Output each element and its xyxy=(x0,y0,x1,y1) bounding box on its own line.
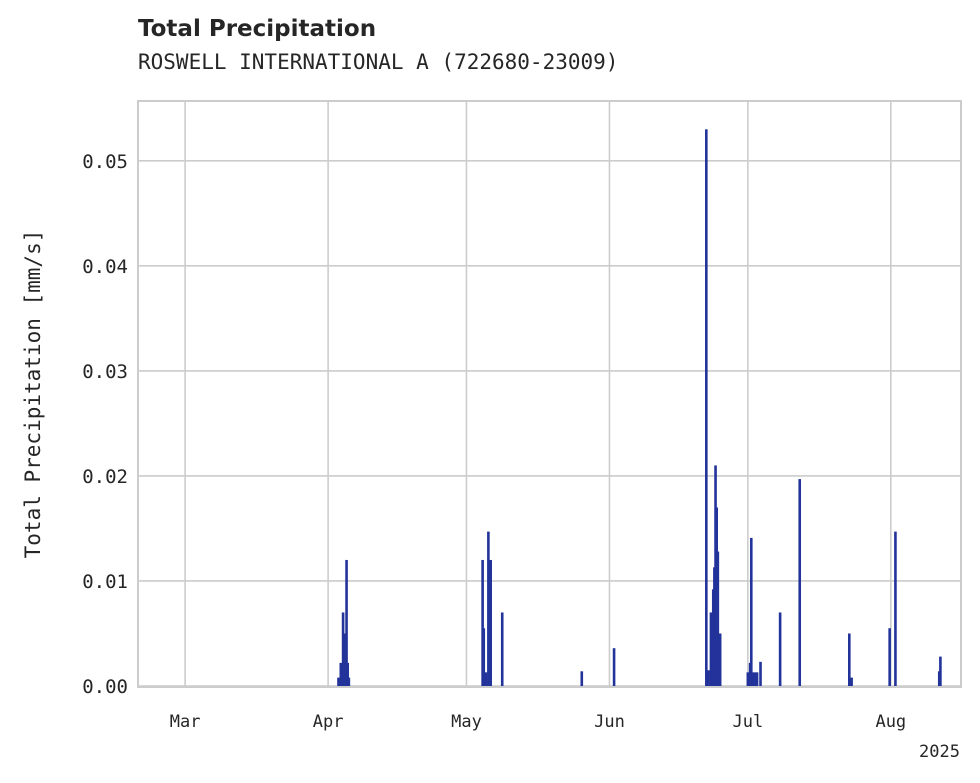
precipitation-bar xyxy=(753,672,757,686)
x-tick-label: Mar xyxy=(170,712,201,732)
precipitation-bar xyxy=(500,612,504,686)
precipitation-bar xyxy=(612,648,616,686)
precipitation-bar xyxy=(746,672,750,686)
precipitation-bar xyxy=(718,633,722,686)
precipitation-bar xyxy=(707,670,710,686)
precipitation-bar xyxy=(337,677,340,686)
precipitation-bar xyxy=(487,531,490,686)
precipitation-bar xyxy=(850,677,853,686)
precipitation-bar xyxy=(347,677,351,686)
chart-title: Total Precipitation xyxy=(138,16,377,42)
precipitation-bar xyxy=(848,633,851,686)
precipitation-bar xyxy=(339,662,343,686)
precipitation-bar xyxy=(489,559,492,686)
precipitation-bar xyxy=(345,559,348,686)
plot-frame xyxy=(137,100,962,688)
y-tick-labels: 0.00 0.01 0.02 0.03 0.04 0.05 xyxy=(82,151,128,698)
precipitation-bar xyxy=(759,661,762,686)
precipitation-bar xyxy=(709,612,713,686)
precipitation-bar xyxy=(751,672,754,686)
precipitation-bar xyxy=(482,628,486,686)
precipitation-bar xyxy=(888,628,891,686)
precipitation-bar xyxy=(580,671,584,686)
precipitation-bar xyxy=(749,537,753,686)
grid-lines xyxy=(139,102,960,687)
precipitation-bar xyxy=(481,559,484,686)
y-tick-label: 0.00 xyxy=(82,676,128,698)
y-tick-label: 0.02 xyxy=(82,466,128,488)
x-axis-year-label: 2025 xyxy=(919,742,960,762)
precipitation-bar xyxy=(342,633,346,686)
x-tick-label: Aug xyxy=(875,712,906,732)
x-tick-labels: Mar Apr May Jun Jul Aug xyxy=(170,712,906,732)
y-tick-label: 0.04 xyxy=(82,256,128,278)
y-tick-label: 0.05 xyxy=(82,151,128,173)
bar-series xyxy=(337,129,942,687)
precipitation-bar xyxy=(778,612,782,686)
chart-subtitle: ROSWELL INTERNATIONAL A (722680-23009) xyxy=(138,50,619,74)
precipitation-bar xyxy=(798,479,802,686)
precipitation-bar xyxy=(939,656,942,686)
precipitation-bar xyxy=(755,672,759,686)
precipitation-bar xyxy=(346,662,350,686)
x-tick-label: May xyxy=(451,712,482,732)
precipitation-bar xyxy=(705,129,708,687)
y-axis-label: Total Precipitation [mm/s] xyxy=(21,230,45,559)
x-tick-label: Apr xyxy=(313,712,344,732)
x-tick-label: Jun xyxy=(594,712,625,732)
precipitation-bar xyxy=(484,672,488,686)
x-tick-label: Jul xyxy=(732,712,763,732)
precipitation-bar xyxy=(716,551,720,686)
precipitation-bar xyxy=(894,531,897,686)
y-tick-label: 0.03 xyxy=(82,361,128,383)
y-tick-label: 0.01 xyxy=(82,571,128,593)
